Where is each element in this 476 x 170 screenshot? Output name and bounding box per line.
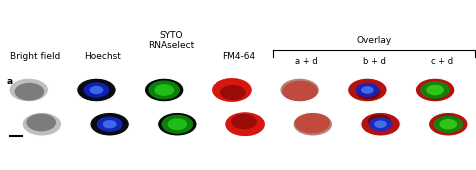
Ellipse shape (419, 81, 449, 99)
Ellipse shape (97, 116, 122, 132)
Ellipse shape (279, 78, 319, 102)
Ellipse shape (212, 78, 251, 102)
Ellipse shape (294, 112, 329, 133)
Ellipse shape (426, 85, 443, 95)
Ellipse shape (415, 78, 454, 102)
Ellipse shape (148, 81, 179, 99)
Ellipse shape (89, 112, 129, 136)
Ellipse shape (144, 78, 184, 102)
Ellipse shape (157, 112, 197, 136)
Text: b + d: b + d (362, 57, 385, 66)
Ellipse shape (347, 78, 387, 102)
Ellipse shape (15, 83, 44, 101)
Text: c: c (141, 78, 147, 87)
Ellipse shape (102, 120, 116, 128)
Ellipse shape (154, 84, 174, 96)
Ellipse shape (427, 112, 467, 136)
Ellipse shape (433, 115, 462, 133)
Ellipse shape (355, 83, 378, 97)
Ellipse shape (438, 119, 456, 130)
Text: SYTO
RNAselect: SYTO RNAselect (148, 31, 193, 50)
Text: a: a (6, 78, 12, 87)
Ellipse shape (347, 78, 387, 102)
Ellipse shape (26, 114, 56, 131)
Text: e: e (277, 78, 283, 87)
Text: g: g (412, 78, 418, 87)
Ellipse shape (435, 115, 458, 129)
Ellipse shape (367, 115, 391, 129)
Ellipse shape (83, 82, 109, 98)
Ellipse shape (374, 120, 386, 128)
Ellipse shape (427, 112, 467, 136)
Ellipse shape (360, 86, 373, 94)
Ellipse shape (231, 114, 257, 129)
Ellipse shape (9, 78, 49, 102)
Ellipse shape (356, 86, 379, 100)
Ellipse shape (368, 117, 392, 131)
Text: d: d (209, 78, 216, 87)
Text: b: b (74, 78, 80, 87)
Text: Overlay: Overlay (356, 36, 391, 45)
Text: a + d: a + d (294, 57, 317, 66)
Ellipse shape (22, 112, 61, 136)
Ellipse shape (167, 118, 187, 130)
Ellipse shape (423, 86, 447, 100)
Text: Hoechst: Hoechst (84, 52, 121, 61)
Ellipse shape (360, 112, 399, 136)
Text: FM4-64: FM4-64 (221, 52, 255, 61)
Ellipse shape (282, 81, 317, 102)
Ellipse shape (212, 78, 251, 102)
Ellipse shape (161, 115, 193, 134)
Text: f: f (344, 78, 348, 87)
Ellipse shape (225, 112, 264, 136)
Ellipse shape (225, 112, 264, 136)
Ellipse shape (219, 85, 245, 100)
Ellipse shape (360, 112, 399, 136)
Text: c + d: c + d (430, 57, 452, 66)
Ellipse shape (77, 78, 116, 102)
Ellipse shape (292, 112, 332, 136)
Ellipse shape (415, 78, 454, 102)
Ellipse shape (89, 86, 103, 94)
Text: Bright field: Bright field (10, 52, 60, 61)
